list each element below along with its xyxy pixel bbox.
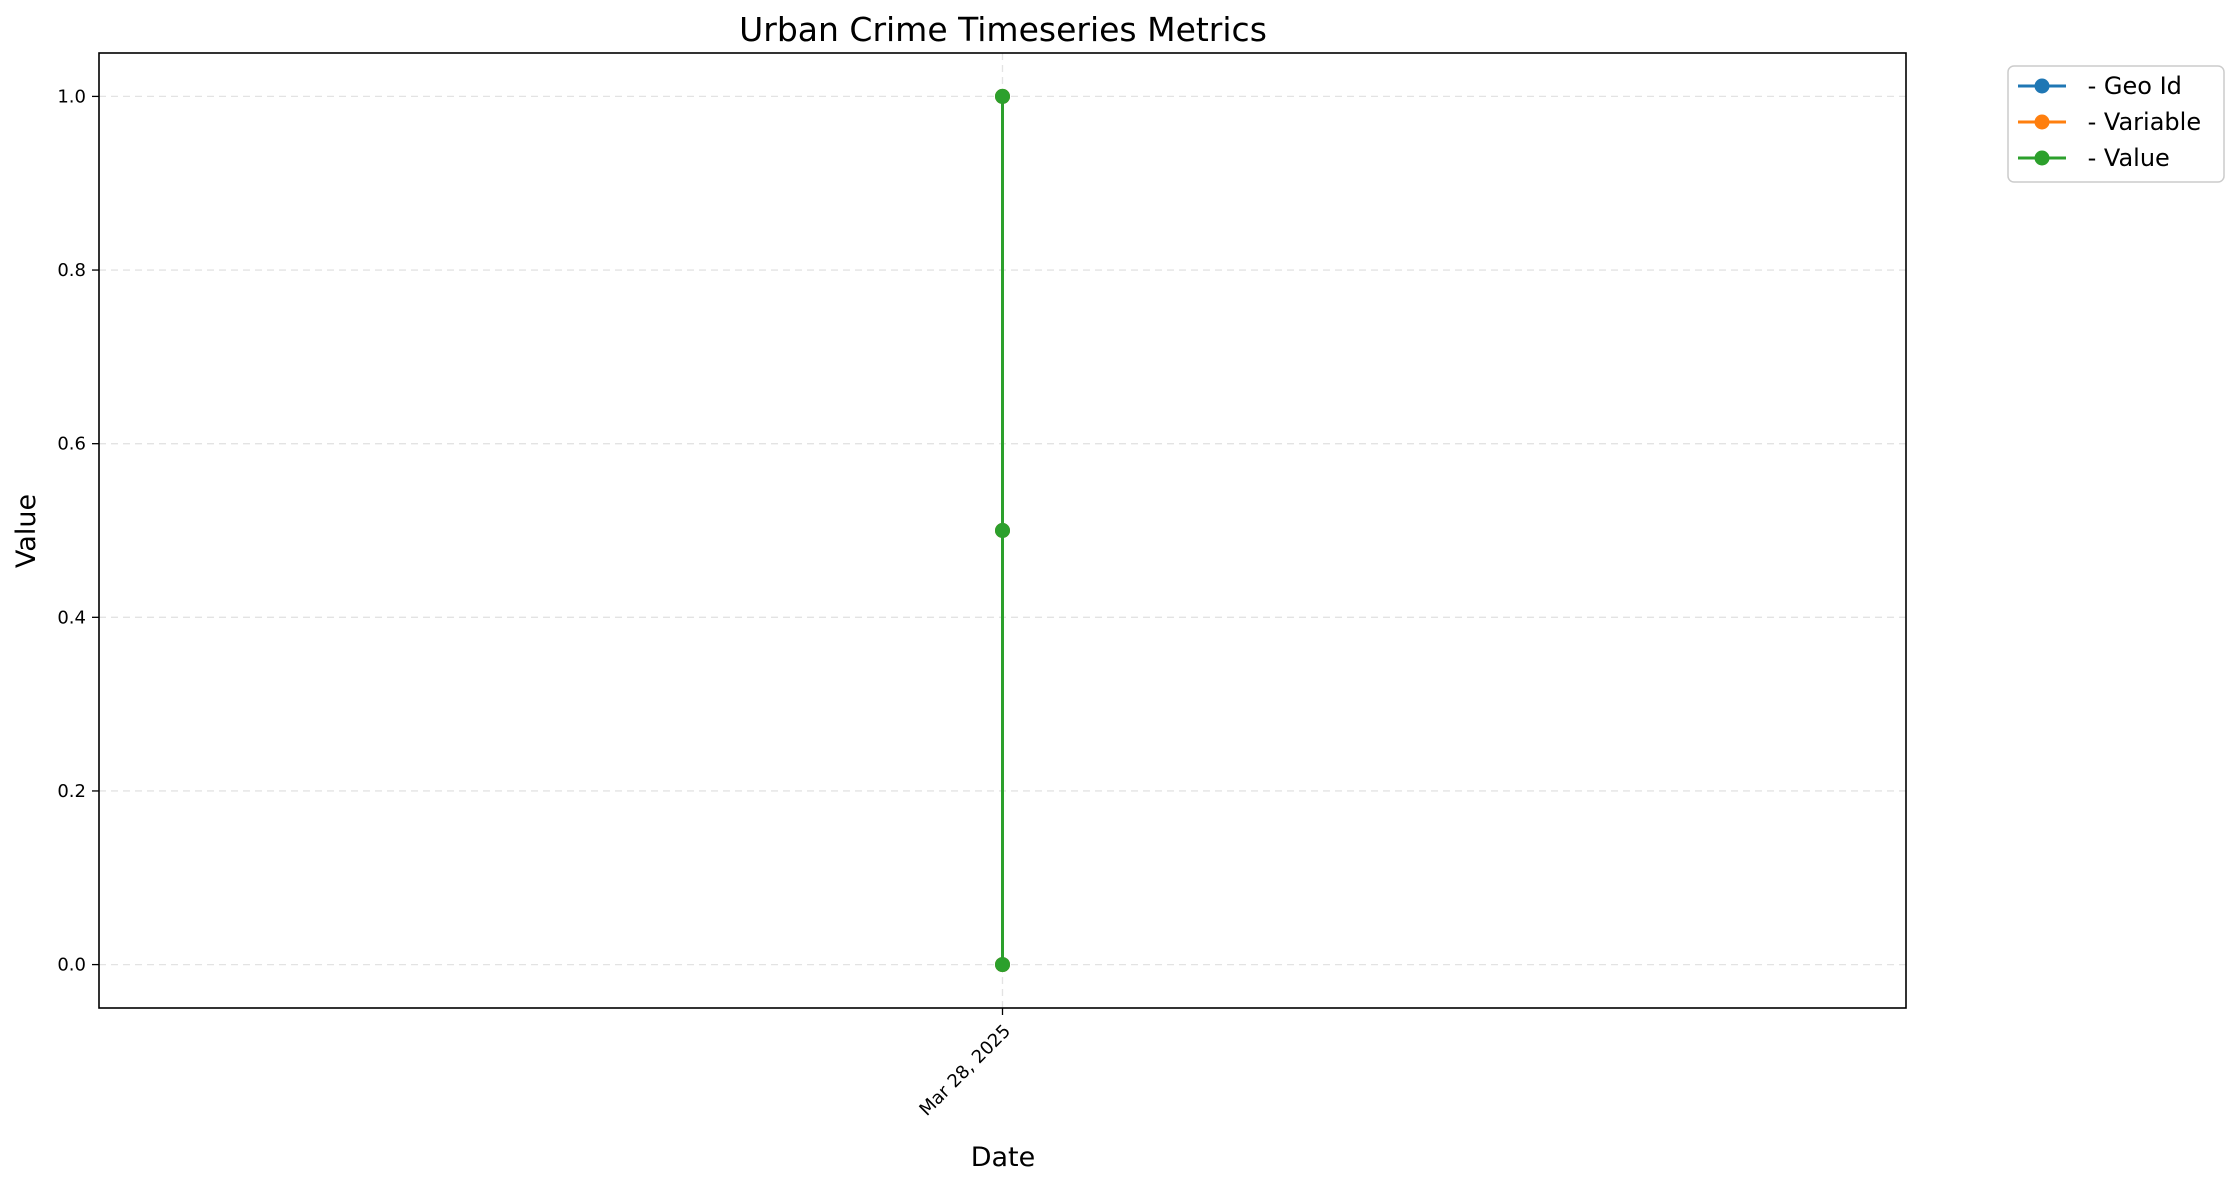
- x-axis: Mar 28, 2025: [915, 1008, 1015, 1120]
- chart-title: Urban Crime Timeseries Metrics: [739, 10, 1267, 49]
- legend-marker: [2034, 114, 2050, 130]
- legend-label: - Variable: [2080, 108, 2201, 136]
- legend-label: - Geo Id: [2080, 72, 2182, 100]
- legend-box: [2007, 65, 2225, 183]
- data-point: [995, 523, 1010, 538]
- y-tick-label: 0.4: [57, 607, 86, 628]
- y-tick-label: 1.0: [57, 86, 86, 107]
- legend: - Geo Id - Variable - Value: [2007, 65, 2225, 183]
- legend-label: - Value: [2080, 144, 2170, 172]
- legend-marker: [2034, 150, 2050, 166]
- legend-item: - Variable: [2018, 108, 2201, 136]
- legend-item: - Geo Id: [2018, 72, 2182, 100]
- series-3: [995, 88, 1010, 973]
- x-tick-label: Mar 28, 2025: [915, 1021, 1015, 1121]
- legend-item: - Value: [2018, 144, 2170, 172]
- y-axis: 0.0 0.2 0.4 0.6 0.8 1.0: [57, 86, 99, 976]
- x-axis-title: Date: [971, 1142, 1036, 1173]
- series-layer: [995, 88, 1010, 973]
- data-point: [995, 957, 1010, 973]
- data-point: [995, 88, 1010, 104]
- y-tick-label: 0.2: [57, 781, 86, 802]
- y-tick-label: 0.8: [57, 260, 86, 281]
- legend-marker: [2034, 78, 2050, 94]
- y-axis-title: Value: [11, 494, 42, 568]
- y-tick-label: 0.6: [57, 434, 86, 455]
- y-tick-label: 0.0: [57, 955, 86, 976]
